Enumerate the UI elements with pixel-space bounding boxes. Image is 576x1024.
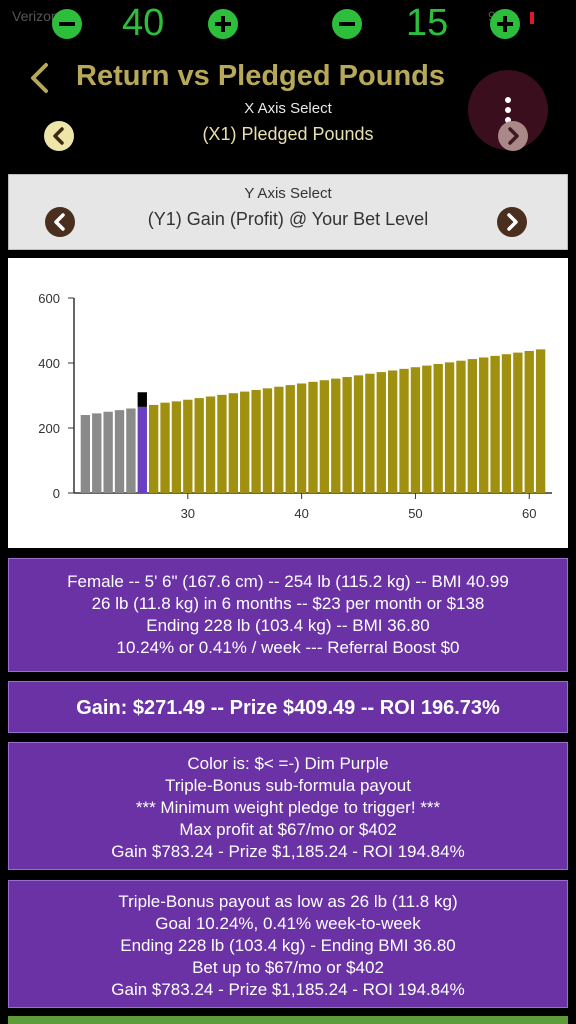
summary-line-4: 10.24% or 0.41% / week --- Referral Boos… bbox=[116, 638, 460, 657]
chevron-left-icon bbox=[54, 213, 65, 231]
color-line-4: Max profit at $67/mo or $402 bbox=[179, 820, 397, 839]
counter-left-value: 40 bbox=[122, 2, 165, 44]
bar-x-42 bbox=[319, 380, 330, 493]
minus-button-left[interactable] bbox=[52, 9, 82, 39]
bar-x-60 bbox=[524, 350, 534, 493]
bar-x-41 bbox=[308, 381, 318, 493]
plus-button-right[interactable] bbox=[490, 9, 520, 39]
bar-x-38 bbox=[274, 386, 284, 493]
bar-x-24 bbox=[114, 410, 125, 493]
y-tick-label: 0 bbox=[53, 486, 60, 501]
y-axis-prev-button[interactable] bbox=[45, 207, 75, 237]
y-axis-select-value[interactable]: (Y1) Gain (Profit) @ Your Bet Level bbox=[147, 209, 429, 229]
gain-line: Gain: $271.49 -- Prize $409.49 -- ROI 19… bbox=[76, 697, 500, 719]
summary-line-3: Ending 228 lb (103.4 kg) -- BMI 36.80 bbox=[146, 616, 430, 635]
bar-x-58 bbox=[501, 354, 512, 493]
bar-x-47 bbox=[376, 372, 386, 493]
bar-x-51 bbox=[422, 365, 432, 493]
x-axis-prev-button[interactable] bbox=[44, 121, 74, 151]
bonus-line-1: Triple-Bonus payout as low as 26 lb (11.… bbox=[118, 892, 458, 911]
chevron-right-icon bbox=[508, 127, 519, 145]
counter-right-value: 15 bbox=[406, 2, 449, 44]
status-bar: Verizon 40 15 9% bbox=[0, 0, 576, 48]
bar-x-59 bbox=[513, 352, 523, 493]
back-chevron-icon[interactable] bbox=[26, 62, 54, 94]
page-title: Return vs Pledged Pounds bbox=[76, 60, 445, 92]
color-line-2: Triple-Bonus sub-formula payout bbox=[165, 776, 411, 795]
bar-x-61 bbox=[535, 349, 546, 493]
carrier-label: Verizon bbox=[12, 8, 59, 24]
bar-x-46 bbox=[365, 373, 375, 493]
x-tick-label: 50 bbox=[408, 506, 422, 521]
y-tick-label: 400 bbox=[38, 356, 60, 371]
bar-x-52 bbox=[433, 363, 443, 493]
bonus-line-4: Bet up to $67/mo or $402 bbox=[192, 958, 384, 977]
selected-bar-marker bbox=[137, 392, 147, 407]
bar-x-29 bbox=[171, 401, 182, 493]
bonus-line-2: Goal 10.24%, 0.41% week-to-week bbox=[155, 914, 421, 933]
chevron-right-icon bbox=[507, 213, 518, 231]
bar-x-48 bbox=[388, 370, 398, 493]
bar-x-25 bbox=[126, 408, 136, 493]
bar-x-43 bbox=[331, 378, 341, 493]
bottom-bar bbox=[8, 1016, 568, 1024]
minus-icon bbox=[59, 22, 75, 26]
y-axis-select[interactable]: Y Axis Select (Y1) Gain (Profit) @ Your … bbox=[8, 174, 568, 250]
chart-svg: 0 200 400 600 30 40 50 60 bbox=[38, 291, 552, 521]
y-axis-select-label: Y Axis Select bbox=[244, 185, 332, 202]
x-tick-label: 40 bbox=[294, 506, 308, 521]
more-vertical-icon bbox=[505, 97, 511, 103]
y-axis-next-button[interactable] bbox=[497, 207, 527, 237]
bar-x-23 bbox=[103, 411, 113, 493]
bar-x-44 bbox=[342, 376, 352, 493]
x-axis-select-label: X Axis Select bbox=[244, 100, 332, 117]
x-axis-next-button[interactable] bbox=[498, 121, 528, 151]
bonus-info-panel: Triple-Bonus payout as low as 26 lb (11.… bbox=[8, 880, 568, 1008]
bar-x-56 bbox=[479, 357, 489, 493]
bar-x-49 bbox=[399, 368, 409, 493]
summary-line-2: 26 lb (11.8 kg) in 6 months -- $23 per m… bbox=[91, 594, 485, 613]
bar-x-36 bbox=[251, 389, 261, 493]
bar-x-37 bbox=[262, 388, 273, 493]
summary-line-1: Female -- 5' 6" (167.6 cm) -- 254 lb (11… bbox=[67, 572, 509, 591]
bar-chart[interactable]: 0 200 400 600 30 40 50 60 bbox=[8, 258, 568, 548]
bar-x-28 bbox=[160, 402, 170, 493]
gain-panel: Gain: $271.49 -- Prize $409.49 -- ROI 19… bbox=[8, 681, 568, 733]
bar-x-57 bbox=[490, 355, 500, 493]
color-line-5: Gain $783.24 - Prize $1,185.24 - ROI 194… bbox=[111, 842, 465, 861]
bar-x-39 bbox=[285, 385, 295, 493]
bar-x-35 bbox=[240, 391, 250, 493]
bonus-line-5: Gain $783.24 - Prize $1,185.24 - ROI 194… bbox=[111, 980, 465, 999]
x-tick-label: 30 bbox=[181, 506, 195, 521]
bar-x-27 bbox=[149, 404, 159, 493]
bar-x-32 bbox=[205, 396, 216, 493]
minus-button-right[interactable] bbox=[332, 9, 362, 39]
bar-x-31 bbox=[194, 398, 204, 493]
y-tick-label: 200 bbox=[38, 421, 60, 436]
bar-x-33 bbox=[217, 394, 227, 493]
x-axis-select-value[interactable]: (X1) Pledged Pounds bbox=[202, 124, 374, 144]
bar-x-22 bbox=[92, 413, 102, 493]
color-line-3: *** Minimum weight pledge to trigger! **… bbox=[135, 798, 441, 817]
bar-x-53 bbox=[444, 362, 455, 493]
bar-x-54 bbox=[456, 360, 466, 493]
color-info-panel: Color is: $< =-) Dim Purple Triple-Bonus… bbox=[8, 742, 568, 870]
bar-x-45 bbox=[353, 375, 364, 493]
y-tick-label: 600 bbox=[38, 291, 60, 306]
bar-x-40 bbox=[296, 383, 307, 493]
chevron-left-icon bbox=[53, 127, 64, 145]
battery-icon bbox=[530, 12, 534, 24]
bar-x-50 bbox=[410, 367, 421, 493]
color-line-1: Color is: $< =-) Dim Purple bbox=[187, 754, 389, 773]
bar-x-30 bbox=[183, 399, 193, 493]
x-tick-label: 60 bbox=[522, 506, 536, 521]
minus-icon bbox=[339, 22, 355, 26]
bar-x-26 bbox=[137, 406, 147, 493]
bar-x-21 bbox=[80, 415, 91, 493]
bar-x-55 bbox=[467, 359, 477, 493]
bar-x-34 bbox=[228, 393, 238, 493]
summary-panel: Female -- 5' 6" (167.6 cm) -- 254 lb (11… bbox=[8, 558, 568, 672]
bonus-line-3: Ending 228 lb (103.4 kg) - Ending BMI 36… bbox=[120, 936, 456, 955]
plus-button-left[interactable] bbox=[208, 9, 238, 39]
